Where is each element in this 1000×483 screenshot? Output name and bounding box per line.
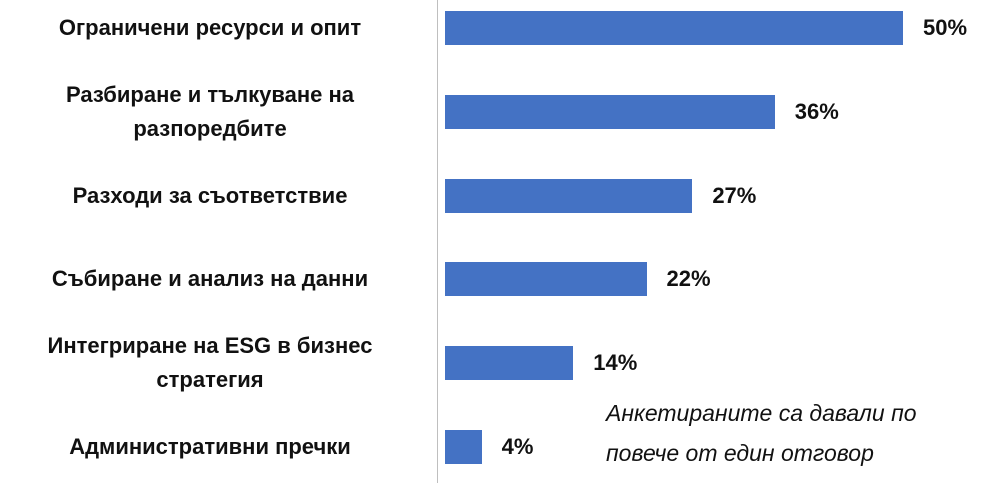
category-label: Събиране и анализ на данни xyxy=(51,266,369,292)
category-label: Административни пречки xyxy=(69,434,351,459)
data-label: 50% xyxy=(923,15,968,40)
bar xyxy=(445,430,482,464)
data-label: 4% xyxy=(501,434,534,459)
bar xyxy=(445,94,775,129)
bar xyxy=(445,11,903,45)
category-label: Разходи за съответствие xyxy=(72,182,348,208)
annotation: Анкетираните са давали по повече от един… xyxy=(606,400,917,466)
bar xyxy=(445,346,574,381)
data-label: 36% xyxy=(794,98,839,124)
category-label: Разбиране и тълкуване на разпоредбите xyxy=(66,81,354,141)
category-label: Ограничени ресурси и опит xyxy=(58,15,362,40)
data-label: 22% xyxy=(666,266,711,292)
axis-line xyxy=(437,0,438,483)
data-label: 14% xyxy=(593,350,638,376)
data-label: 27% xyxy=(712,182,757,208)
bar xyxy=(445,262,647,297)
category-label: Интегриране на ESG в бизнес стратегия xyxy=(47,333,373,393)
bar xyxy=(445,178,693,213)
